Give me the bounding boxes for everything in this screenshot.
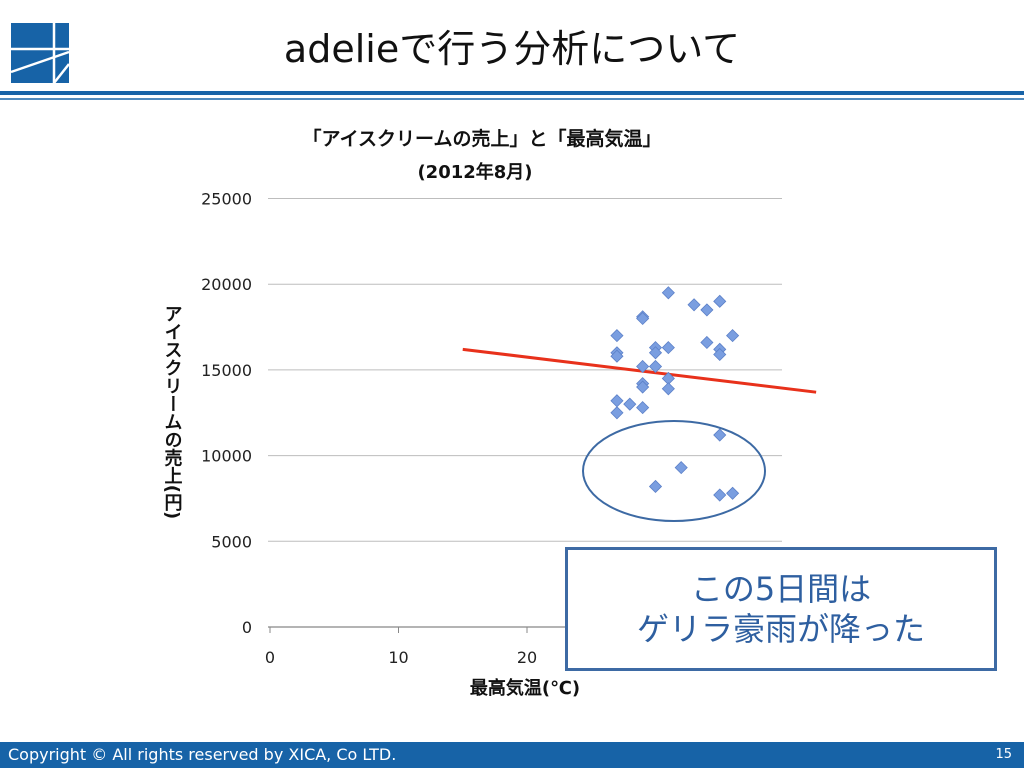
data-point — [713, 294, 727, 308]
data-points — [610, 286, 740, 502]
scatter-chart: 「アイスクリームの売上」と「最高気温」 (2012年8月) 0 5000 10000… — [162, 127, 817, 699]
company-logo-icon — [10, 23, 70, 84]
rain-days-highlight-ellipse — [582, 420, 766, 522]
y-tick-label: 20000 — [201, 275, 252, 294]
copyright-text: Copyright © All rights reserved by XICA,… — [8, 745, 397, 764]
data-point — [700, 335, 714, 350]
slide-title: adelieで行う分析について — [283, 27, 741, 71]
data-point — [648, 479, 663, 494]
data-point — [610, 406, 624, 420]
data-point — [674, 461, 688, 475]
y-tick-label: 15000 — [201, 361, 252, 380]
data-point — [661, 341, 675, 355]
data-point — [636, 311, 650, 326]
y-tick-label: 25000 — [201, 190, 252, 209]
data-point — [636, 401, 650, 415]
y-tick-label: 10000 — [201, 447, 252, 466]
data-point — [661, 382, 675, 396]
data-point — [713, 428, 727, 442]
data-point — [648, 346, 663, 360]
data-point — [636, 359, 650, 374]
footer-bar: Copyright © All rights reserved by XICA,… — [0, 742, 1024, 768]
y-axis-tick-labels: 0 5000 10000 15000 20000 25000 — [201, 190, 252, 638]
data-point — [610, 349, 624, 363]
callout-line1: この5日間は — [690, 570, 872, 608]
data-point — [648, 359, 663, 374]
data-point — [623, 397, 637, 411]
x-axis-tick-labels: 0 10 20 — [265, 648, 537, 667]
x-tick-label: 20 — [517, 648, 537, 667]
header-divider — [0, 91, 1024, 100]
trendline — [462, 347, 817, 394]
y-axis-label: アイスクリームの売上(円) — [162, 305, 183, 519]
chart-subtitle: (2012年8月) — [417, 161, 532, 183]
data-point — [610, 394, 624, 408]
x-axis-label: 最高気温(℃) — [470, 677, 580, 699]
y-tick-label: 0 — [242, 618, 252, 637]
x-tick-label: 10 — [388, 648, 408, 667]
data-point — [726, 329, 740, 343]
rain-callout-box: この5日間は ゲリラ豪雨が降った — [565, 547, 997, 671]
data-point — [726, 486, 740, 500]
page-number: 15 — [995, 747, 1012, 762]
y-tick-label: 5000 — [211, 532, 252, 551]
chart-gridlines — [268, 198, 782, 633]
x-tick-label: 0 — [265, 648, 275, 667]
data-point — [636, 380, 650, 394]
data-point — [661, 286, 675, 300]
callout-line2: ゲリラ豪雨が降った — [636, 610, 925, 648]
data-point — [610, 329, 624, 343]
data-point — [700, 303, 714, 317]
data-point — [713, 347, 727, 362]
chart-title: 「アイスクリームの売上」と「最高気温」 — [303, 127, 662, 150]
data-point — [687, 298, 701, 312]
data-point — [713, 488, 727, 502]
